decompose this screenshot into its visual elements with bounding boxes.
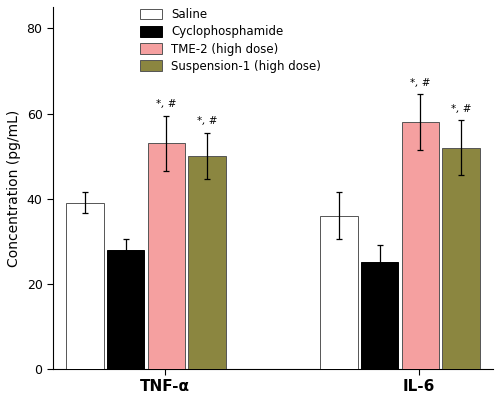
Bar [320,216,358,369]
Bar [66,203,104,369]
Text: *, #: *, # [196,116,217,126]
Text: *, #: *, # [450,103,471,113]
Text: *, #: *, # [410,78,430,88]
Bar [148,143,185,369]
Bar [442,148,480,369]
Legend: Saline, Cyclophosphamide, TME-2 (high dose), Suspension-1 (high dose): Saline, Cyclophosphamide, TME-2 (high do… [138,6,324,75]
Bar [107,249,144,369]
Y-axis label: Concentration (pg/mL): Concentration (pg/mL) [7,109,21,267]
Text: *, #: *, # [156,99,176,109]
Bar [402,122,439,369]
Bar [188,156,226,369]
Bar [361,262,399,369]
